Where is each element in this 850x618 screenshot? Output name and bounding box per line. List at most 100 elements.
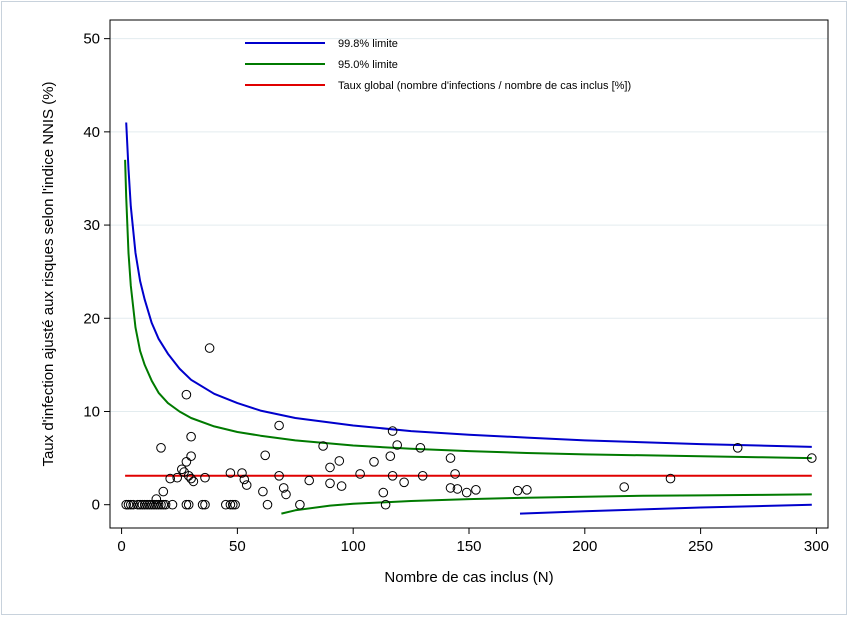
- data-point: [172, 472, 182, 483]
- data-point: [399, 477, 409, 488]
- data-point: [151, 494, 162, 504]
- data-point: [385, 451, 396, 462]
- series-line: [124, 159, 812, 460]
- legend: 99.8% limite 95.0% limite Taux global (nom…: [245, 38, 631, 92]
- x-tick-label: 200: [572, 538, 597, 555]
- data-point: [181, 499, 192, 510]
- data-point: [325, 478, 335, 489]
- data-point: [665, 473, 676, 484]
- data-point: [153, 499, 164, 510]
- legend-label: 99.8% limite: [338, 38, 398, 50]
- data-point: [450, 469, 460, 479]
- data-point: [239, 474, 250, 485]
- data-point: [417, 471, 428, 481]
- y-tick-label: 0: [92, 497, 100, 514]
- data-point: [160, 499, 171, 510]
- data-point: [156, 443, 166, 453]
- y-tick-label: 30: [83, 217, 100, 234]
- legend-label: Taux global (nombre d'infections / nombr…: [338, 80, 631, 92]
- data-point: [325, 462, 335, 473]
- data-point: [183, 499, 194, 510]
- y-axis-title: Taux d'infection ajusté aux risques selo…: [40, 81, 57, 466]
- data-point: [128, 499, 138, 510]
- data-point: [228, 499, 238, 510]
- data-point: [197, 499, 208, 510]
- legend-label: 95.0% limite: [338, 59, 398, 71]
- x-tick-label: 150: [456, 538, 481, 555]
- data-point: [237, 468, 247, 478]
- y-tick-label: 10: [83, 403, 100, 420]
- data-point: [144, 499, 155, 510]
- data-point: [142, 499, 152, 510]
- data-point: [369, 457, 379, 467]
- data-points: [121, 343, 817, 510]
- data-point: [334, 456, 345, 466]
- data-point: [165, 473, 175, 484]
- data-point: [133, 499, 143, 510]
- data-point: [732, 443, 743, 453]
- series-line: [519, 503, 812, 515]
- data-point: [181, 389, 192, 400]
- data-point: [151, 499, 162, 510]
- data-point: [380, 499, 391, 510]
- data-point: [186, 451, 196, 462]
- data-point: [156, 499, 166, 510]
- data-point: [225, 499, 236, 510]
- data-point: [387, 426, 398, 436]
- data-point: [522, 485, 532, 495]
- data-point: [807, 453, 817, 463]
- data-point: [355, 469, 365, 479]
- data-point: [336, 481, 347, 491]
- data-point: [188, 476, 199, 487]
- data-point: [378, 487, 389, 498]
- axis-ticks: 0 10 20 30 40 50 0 50 100 150 200 250 300: [83, 31, 829, 555]
- series-line: [125, 122, 812, 448]
- data-point: [512, 485, 523, 496]
- data-point: [258, 486, 268, 497]
- data-point: [121, 499, 131, 510]
- x-tick-label: 0: [117, 538, 125, 555]
- y-tick-label: 40: [83, 124, 100, 141]
- data-point: [158, 499, 169, 510]
- data-point: [126, 499, 136, 510]
- data-point: [260, 450, 271, 461]
- data-point: [318, 441, 328, 451]
- x-tick-label: 300: [804, 538, 829, 555]
- data-point: [445, 453, 456, 463]
- limit-curves: [124, 122, 812, 515]
- data-point: [471, 485, 481, 495]
- data-point: [274, 471, 284, 481]
- data-point: [225, 468, 236, 478]
- data-point: [221, 499, 231, 510]
- data-point: [135, 499, 145, 510]
- data-point: [445, 483, 456, 493]
- data-point: [241, 480, 252, 490]
- data-point: [281, 489, 291, 500]
- y-tick-label: 50: [83, 31, 100, 48]
- data-point: [204, 343, 215, 353]
- data-point: [387, 471, 398, 481]
- series-line: [281, 493, 812, 515]
- data-point: [304, 475, 315, 486]
- data-point: [278, 483, 289, 493]
- data-point: [415, 443, 426, 453]
- data-point: [137, 499, 148, 510]
- x-axis-title: Nombre de cas inclus (N): [384, 569, 553, 586]
- data-point: [186, 431, 196, 442]
- data-point: [149, 499, 159, 510]
- x-tick-label: 100: [341, 538, 366, 555]
- data-point: [186, 473, 196, 484]
- data-point: [461, 487, 472, 498]
- data-point: [158, 486, 169, 497]
- data-point: [392, 440, 403, 450]
- data-point: [183, 471, 194, 481]
- data-point: [619, 482, 630, 492]
- data-point: [452, 484, 463, 494]
- y-tick-label: 20: [83, 310, 100, 327]
- data-point: [177, 464, 187, 475]
- data-point: [167, 499, 178, 510]
- data-point: [262, 499, 273, 510]
- x-tick-label: 250: [688, 538, 713, 555]
